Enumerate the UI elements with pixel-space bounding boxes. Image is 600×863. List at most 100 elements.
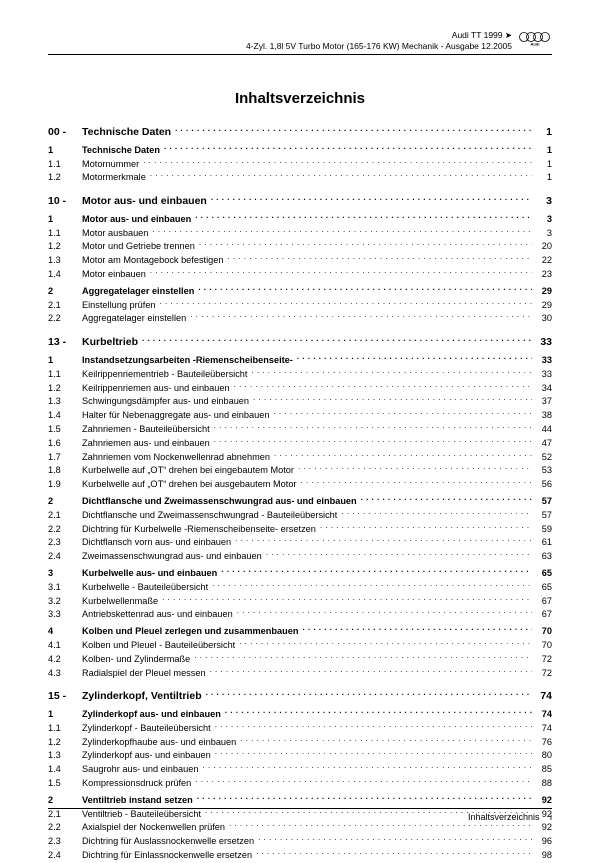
- toc-entry-page: 63: [536, 550, 552, 564]
- toc-section-number: 13 -: [48, 335, 82, 351]
- toc-entry-label: Motor am Montagebock befestigen: [82, 254, 223, 268]
- toc-entry-label: Einstellung prüfen: [82, 299, 156, 313]
- toc-entry-page: 98: [536, 849, 552, 863]
- toc-leader-dots: [302, 625, 532, 634]
- toc-entry: 1Technische Daten1: [48, 144, 552, 158]
- toc-leader-dots: [320, 523, 532, 532]
- toc-entry-number: 1: [48, 144, 82, 158]
- toc-entry-page: 96: [536, 835, 552, 849]
- toc-entry-number: 1.1: [48, 227, 82, 241]
- toc-entry-label: Zylinderkopf - Bauteileübersicht: [82, 722, 211, 736]
- toc-leader-dots: [199, 240, 532, 249]
- toc-entry-number: 1.7: [48, 451, 82, 465]
- toc-entry-page: 34: [536, 382, 552, 396]
- toc-entry: 1.5Kompressionsdruck prüfen88: [48, 777, 552, 791]
- toc-entry-label: Dichtflansch vorn aus- und einbauen: [82, 536, 231, 550]
- toc-leader-dots: [297, 354, 532, 363]
- toc-entry: 1.8Kurbelwelle auf „OT“ drehen bei einge…: [48, 464, 552, 478]
- toc-entry-number: 2.1: [48, 509, 82, 523]
- toc-entry-label: Zylinderkopfhaube aus- und einbauen: [82, 736, 236, 750]
- toc-entry-label: Antriebskettenrad aus- und einbauen: [82, 608, 233, 622]
- toc-leader-dots: [256, 849, 532, 858]
- toc-entry-page: 67: [536, 608, 552, 622]
- toc-entry-label: Motor und Getriebe trennen: [82, 240, 195, 254]
- toc-entry: 1.3Motor am Montagebock befestigen22: [48, 254, 552, 268]
- toc-entry-page: 53: [536, 464, 552, 478]
- toc-entry-label: Kompressionsdruck prüfen: [82, 777, 191, 791]
- toc-entry-label: Dichtring für Auslassnockenwelle ersetze…: [82, 835, 254, 849]
- toc-entry-page: 92: [536, 794, 552, 808]
- toc-entry-page: 70: [536, 625, 552, 639]
- toc-entry-label: Technische Daten: [82, 144, 160, 158]
- toc-entry-label: Zahnriemen vom Nockenwellenrad abnehmen: [82, 451, 270, 465]
- toc-entry-page: 74: [536, 708, 552, 722]
- toc-leader-dots: [195, 213, 532, 222]
- toc-leader-dots: [301, 478, 533, 487]
- toc-entry-number: 2.1: [48, 299, 82, 313]
- toc-entry-number: 2.3: [48, 835, 82, 849]
- toc-entry-label: Aggregatelager einstellen: [82, 285, 194, 299]
- toc-entry-page: 92: [536, 821, 552, 835]
- toc-entry-number: 1.2: [48, 736, 82, 750]
- toc-entry-page: 29: [536, 285, 552, 299]
- toc-leader-dots: [152, 227, 532, 236]
- toc-leader-dots: [142, 336, 532, 345]
- toc-entry: 2Aggregatelager einstellen29: [48, 285, 552, 299]
- toc-entry-label: Kurbelwellenmaße: [82, 595, 158, 609]
- toc-section-label: Kurbeltrieb: [82, 335, 138, 351]
- toc-entry-label: Instandsetzungsarbeiten -Riemenscheibens…: [82, 354, 293, 368]
- toc-section-page: 1: [536, 125, 552, 141]
- toc-entry-number: 1.3: [48, 749, 82, 763]
- toc-leader-dots: [162, 595, 532, 604]
- toc-entry-number: 3.2: [48, 595, 82, 609]
- toc-entry: 1Zylinderkopf aus- und einbauen74: [48, 708, 552, 722]
- toc-entry-page: 33: [536, 354, 552, 368]
- toc-leader-dots: [266, 550, 532, 559]
- toc-entry-page: 23: [536, 268, 552, 282]
- toc-entry-label: Keilrippenriementrieb - Bauteileübersich…: [82, 368, 247, 382]
- toc-leader-dots: [195, 777, 532, 786]
- toc-entry-number: 3.3: [48, 608, 82, 622]
- toc-entry-number: 1.6: [48, 437, 82, 451]
- toc-entry: 1.1Motor ausbauen3: [48, 227, 552, 241]
- toc-entry-page: 44: [536, 423, 552, 437]
- toc-entry: 2Dichtflansche und Zweimassenschwungrad …: [48, 495, 552, 509]
- toc-entry-label: Motormerkmale: [82, 171, 146, 185]
- toc-entry: 2.2Axialspiel der Nockenwellen prüfen 92: [48, 821, 552, 835]
- toc-entry-number: 1.3: [48, 395, 82, 409]
- toc-entry-number: 2.2: [48, 312, 82, 326]
- toc-entry-page: 3: [536, 227, 552, 241]
- toc-entry-label: Kurbelwelle auf „OT“ drehen bei ausgebau…: [82, 478, 297, 492]
- toc-leader-dots: [215, 749, 532, 758]
- toc-entry: 2.2Aggregatelager einstellen30: [48, 312, 552, 326]
- toc-leader-dots: [198, 285, 532, 294]
- toc-leader-dots: [273, 409, 532, 418]
- toc-entry-number: 1.5: [48, 423, 82, 437]
- toc-entry-page: 52: [536, 451, 552, 465]
- footer-divider: [48, 808, 552, 809]
- toc-entry: 4Kolben und Pleuel zerlegen und zusammen…: [48, 625, 552, 639]
- toc-entry-page: 70: [536, 639, 552, 653]
- toc-leader-dots: [227, 254, 532, 263]
- toc-entry-number: 1.5: [48, 777, 82, 791]
- toc-entry-page: 65: [536, 567, 552, 581]
- toc-leader-dots: [274, 451, 532, 460]
- toc-entry-label: Zylinderkopf aus- und einbauen: [82, 749, 211, 763]
- toc-entry: 1.2Motor und Getriebe trennen20: [48, 240, 552, 254]
- toc-entry-number: 1: [48, 354, 82, 368]
- header-line-2: 4-Zyl. 1,8l 5V Turbo Motor (165-176 KW) …: [48, 41, 512, 52]
- toc-leader-dots: [298, 464, 532, 473]
- toc-entry-page: 72: [536, 667, 552, 681]
- toc-entry: 3.2Kurbelwellenmaße67: [48, 595, 552, 609]
- toc-entry-number: 2.2: [48, 821, 82, 835]
- toc-entry-number: 4.1: [48, 639, 82, 653]
- toc-entry-page: 3: [536, 213, 552, 227]
- toc-entry-label: Axialspiel der Nockenwellen prüfen: [82, 821, 225, 835]
- toc-entry-label: Motor aus- und einbauen: [82, 213, 191, 227]
- toc-entry: 1Instandsetzungsarbeiten -Riemenscheiben…: [48, 354, 552, 368]
- toc-entry-page: 57: [536, 509, 552, 523]
- toc-entry-label: Ventiltrieb instand setzen: [82, 794, 193, 808]
- toc-entry-number: 2.4: [48, 550, 82, 564]
- toc-leader-dots: [160, 299, 532, 308]
- toc-leader-dots: [253, 395, 532, 404]
